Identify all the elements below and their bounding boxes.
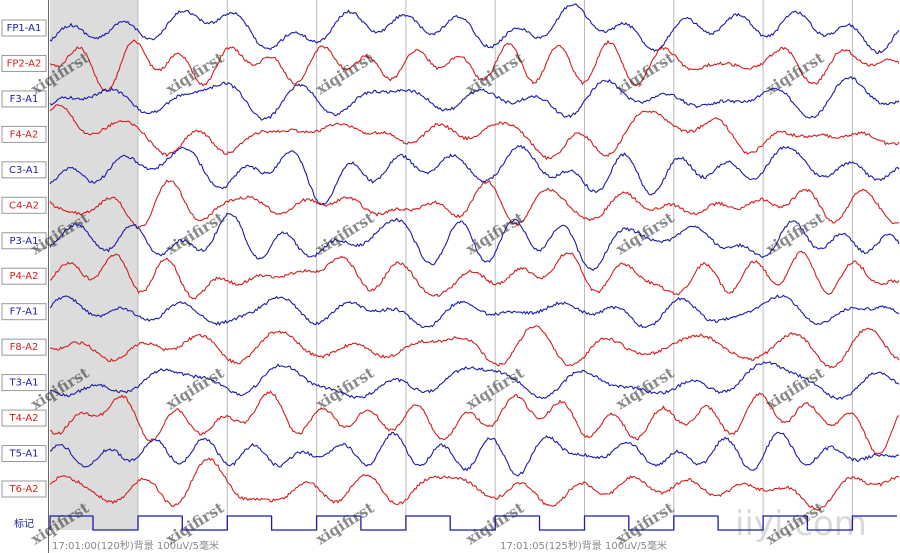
channel-label: F3-A1 [10, 94, 39, 105]
eeg-trace [49, 144, 900, 205]
channel-label: T3-A1 [8, 378, 38, 389]
eeg-trace [49, 361, 900, 401]
channel-label-box [1, 196, 47, 214]
eeg-trace [49, 431, 899, 477]
channel-label: FP1-A1 [7, 23, 42, 34]
channel-label-box [1, 480, 47, 498]
footer-time: 17:01:05(125秒)背景 100uV/5毫米 [500, 539, 667, 552]
channel-label-box [1, 125, 47, 143]
eeg-trace [49, 250, 900, 300]
eeg-trace [49, 212, 900, 272]
channel-label: T4-A2 [8, 413, 38, 424]
eeg-trace [49, 75, 900, 121]
marker-trace [49, 515, 897, 531]
eeg-trace [49, 457, 900, 511]
marker-label: 标记 [14, 518, 34, 530]
eeg-trace [49, 390, 900, 455]
channel-label-box [1, 445, 47, 463]
channel-label: T6-A2 [8, 484, 38, 495]
channel-label-box [1, 338, 47, 356]
channel-label: C4-A2 [9, 200, 39, 211]
channel-label-box [1, 90, 47, 108]
channel-label-box [1, 161, 47, 179]
channel-label-box [1, 267, 47, 285]
channel-label: FP2-A2 [7, 58, 42, 69]
eeg-trace [49, 294, 900, 329]
channel-label: P3-A1 [10, 236, 39, 247]
channel-label-box [1, 19, 47, 37]
eeg-trace [49, 325, 900, 369]
channel-label: T5-A1 [8, 449, 38, 460]
site-watermark: iiyi.com [735, 504, 867, 544]
channel-label: C3-A1 [9, 165, 39, 176]
channel-label-box [1, 303, 47, 321]
eeg-trace [49, 3, 900, 55]
eeg-trace [49, 103, 900, 161]
channel-label-box [1, 374, 47, 392]
channel-label: F4-A2 [10, 129, 39, 140]
channel-label-box [1, 54, 47, 72]
channel-label-box [1, 409, 47, 427]
footer-time: 17:01:00(120秒)背景 100uV/5毫米 [52, 539, 219, 552]
channel-label: P4-A2 [10, 271, 39, 282]
eeg-trace [49, 179, 900, 230]
channel-label-box [1, 232, 47, 250]
eeg-trace [49, 39, 900, 92]
channel-label: F7-A1 [10, 307, 39, 318]
channel-label: F8-A2 [10, 342, 39, 353]
